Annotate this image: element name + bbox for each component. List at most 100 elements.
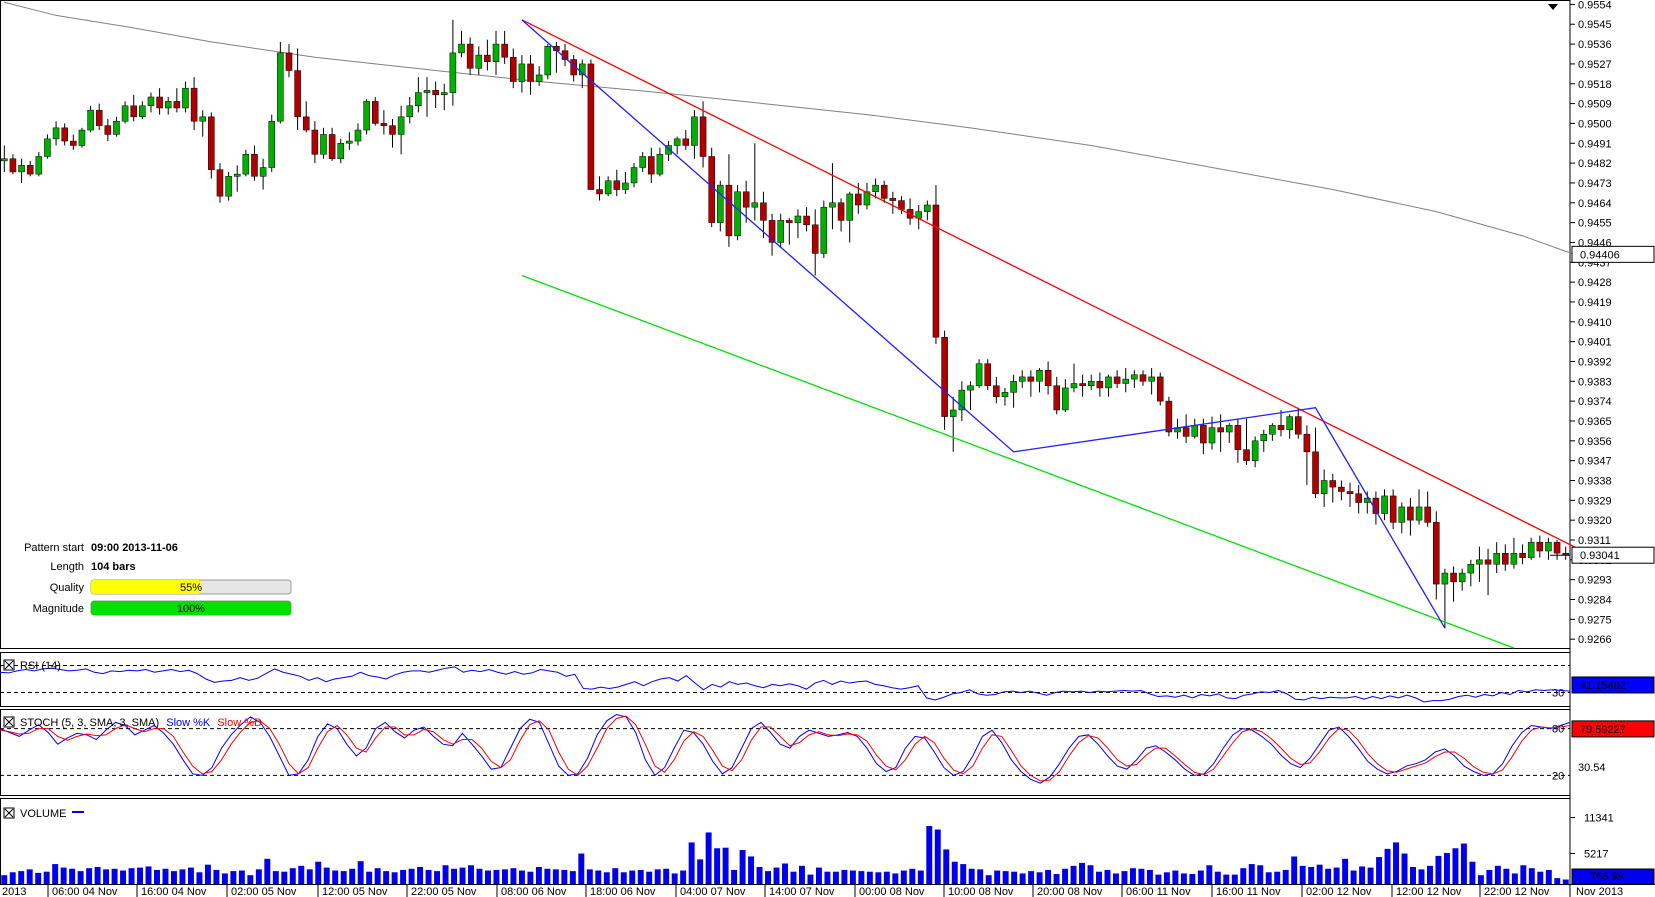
candle-body xyxy=(1527,541,1535,558)
candle-body xyxy=(371,101,379,124)
volume-bar xyxy=(306,869,313,884)
candle-body xyxy=(924,204,931,212)
candle-body xyxy=(1208,427,1216,444)
volume-bar xyxy=(9,872,16,884)
candle-body xyxy=(786,220,793,223)
price-tick-label: 0.9428 xyxy=(1578,277,1612,289)
candle-body xyxy=(449,52,457,93)
candle-body xyxy=(1225,425,1233,433)
volume-bar xyxy=(1452,848,1459,884)
candle-body xyxy=(337,143,345,159)
volume-bar xyxy=(561,869,568,884)
volume-bar xyxy=(476,868,483,884)
volume-bar xyxy=(94,867,101,884)
volume-bar xyxy=(748,856,755,884)
candle-body xyxy=(1269,425,1276,435)
volume-bar xyxy=(934,829,941,884)
volume-bar xyxy=(374,868,381,884)
candle-body xyxy=(760,202,767,221)
volume-tick-label: 11341 xyxy=(1584,813,1614,825)
volume-bar xyxy=(510,868,517,884)
candle-body xyxy=(1338,486,1345,492)
volume-bar xyxy=(544,868,551,884)
candle-body xyxy=(294,70,301,118)
price-tick-label: 0.9491 xyxy=(1578,138,1612,150)
volume-bar xyxy=(688,842,695,884)
volume-bar xyxy=(60,867,67,884)
volume-bar xyxy=(790,871,797,884)
candle-body xyxy=(1398,506,1406,523)
candle-body xyxy=(302,116,310,131)
volume-bar xyxy=(1019,873,1026,884)
candle-body xyxy=(242,154,250,175)
price-tick-label: 0.9374 xyxy=(1578,396,1612,408)
candle-body xyxy=(492,43,500,62)
candle-body xyxy=(147,96,155,107)
rsi-title: RSI (14) xyxy=(20,660,61,672)
volume-bar xyxy=(1087,865,1094,884)
candle-body xyxy=(466,43,474,69)
candle-body xyxy=(1450,572,1457,583)
price-tick-label: 0.9293 xyxy=(1578,575,1612,587)
volume-bar xyxy=(1308,867,1315,884)
stochastic-slow-k-line xyxy=(0,714,1571,784)
price-tick-label: 0.9464 xyxy=(1578,198,1612,210)
volume-bar xyxy=(1359,866,1366,884)
candle-body xyxy=(967,385,974,391)
quality-value: 55% xyxy=(180,582,202,594)
volume-bar xyxy=(646,871,653,884)
volume-bar xyxy=(603,872,610,884)
current-price-marker-label: 0.93041 xyxy=(1580,550,1620,562)
collapse-triangle-icon[interactable] xyxy=(1548,4,1558,10)
candle-body xyxy=(544,46,552,76)
quality-label: Quality xyxy=(50,582,85,594)
volume-pane[interactable]: VOLUME 11341 5217 766.99 xyxy=(1,807,1655,885)
rsi-level-label: 30 xyxy=(1552,688,1564,700)
candle-body xyxy=(665,145,672,155)
volume-bar xyxy=(162,868,169,884)
candle-body xyxy=(70,140,77,146)
rsi-pane[interactable]: 30 RSI (14) 41.15402 xyxy=(0,659,1655,703)
candle-body xyxy=(734,191,741,237)
stochastic-value-label: 79.59227 xyxy=(1580,724,1626,736)
price-tick-label: 0.9518 xyxy=(1578,79,1612,91)
price-tick-label: 0.9266 xyxy=(1578,634,1612,646)
volume-bar xyxy=(527,871,534,884)
volume-bar xyxy=(960,864,967,884)
price-tick-label: 0.9338 xyxy=(1578,475,1612,487)
volume-value-label: 766.99 xyxy=(1590,871,1624,883)
volume-bar xyxy=(569,871,576,884)
candle-body xyxy=(458,43,465,54)
volume-bar xyxy=(111,868,118,884)
candle-body xyxy=(1502,552,1509,565)
rsi-levels: 30 xyxy=(0,665,1570,700)
price-pane[interactable]: 0.9554 0.9545 0.9536 0.9527 0.9518 0.9509 0.95… xyxy=(1,0,1655,649)
candle-body xyxy=(199,116,206,122)
price-tick-label: 0.9365 xyxy=(1578,416,1612,428)
candle-body xyxy=(484,54,491,62)
candle-body xyxy=(1200,425,1207,444)
volume-bar xyxy=(943,849,950,884)
volume-bar xyxy=(1299,865,1306,884)
ma-value-marker-box xyxy=(1571,245,1655,263)
volume-bar xyxy=(171,871,177,884)
volume-bar xyxy=(400,869,407,884)
candle-body xyxy=(1010,381,1017,393)
volume-bar xyxy=(391,872,398,884)
candle-body xyxy=(1027,376,1035,382)
price-tick-label: 0.9275 xyxy=(1578,614,1612,626)
price-tick-label: 0.9419 xyxy=(1578,297,1612,309)
candle-body xyxy=(1148,376,1155,382)
volume-bar xyxy=(765,871,771,884)
volume-bar xyxy=(612,868,619,884)
candle-body xyxy=(751,202,759,208)
stochastic-pane[interactable]: 80 20 STOCH (5, 3, SMA, 3, SMA) Slow %K S… xyxy=(0,714,1655,784)
candle-body xyxy=(941,336,948,417)
candle-body xyxy=(52,127,60,140)
volume-bar xyxy=(951,861,958,884)
length-label: Length xyxy=(50,561,84,573)
candle-body xyxy=(268,120,276,168)
candle-body xyxy=(285,52,293,71)
candle-body xyxy=(156,96,163,109)
